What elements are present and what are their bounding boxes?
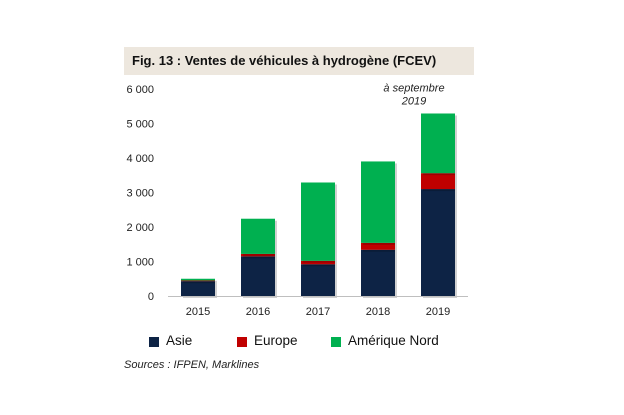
legend-swatch bbox=[149, 337, 159, 347]
x-tick-label: 2019 bbox=[426, 306, 450, 318]
y-tick-label: 4 000 bbox=[126, 153, 154, 165]
bar-segment-asie-2017 bbox=[301, 264, 335, 296]
bar-shadow bbox=[183, 282, 217, 284]
title-bar: Fig. 13 : Ventes de véhicules à hydrogèn… bbox=[124, 47, 474, 75]
y-tick-label: 5 000 bbox=[126, 119, 154, 131]
chart-plot: 0 1 000 2 000 3 000 4 000 5 000 6 000 2015 2016… bbox=[126, 82, 468, 318]
bar-segment-asie-2016 bbox=[241, 256, 275, 296]
source-note: Sources : IFPEN, Marklines bbox=[124, 359, 260, 371]
legend-swatch bbox=[331, 337, 341, 347]
x-tick-label: 2015 bbox=[186, 306, 210, 318]
annotation-line: à septembre bbox=[383, 82, 444, 94]
bar-shadow bbox=[303, 262, 337, 267]
bar-segment-am-rique-nord-2016 bbox=[241, 218, 275, 254]
y-tick-label: 1 000 bbox=[126, 257, 154, 269]
bar-shadow bbox=[243, 255, 277, 259]
bar-segment-am-rique-nord-2015 bbox=[181, 278, 215, 281]
bar-segment-asie-2015 bbox=[181, 281, 215, 296]
legend-swatch bbox=[237, 337, 247, 347]
bar-segment-europe-2016 bbox=[241, 253, 275, 257]
x-tick-label: 2018 bbox=[366, 306, 390, 318]
bar-shadow bbox=[183, 280, 217, 283]
y-tick-label: 6 000 bbox=[126, 84, 154, 96]
bar-segment-europe-2015 bbox=[181, 280, 215, 282]
bar-segment-europe-2019 bbox=[421, 173, 455, 190]
y-tick-label: 2 000 bbox=[126, 222, 154, 234]
bar-segment-am-rique-nord-2019 bbox=[421, 113, 455, 174]
bar-segment-europe-2018 bbox=[361, 242, 395, 250]
bar-segment-europe-2017 bbox=[301, 260, 335, 265]
chart-title: Fig. 13 : Ventes de véhicules à hydrogèn… bbox=[132, 53, 437, 68]
x-tick-label: 2016 bbox=[246, 306, 270, 318]
x-tick-label: 2017 bbox=[306, 306, 330, 318]
bar-segment-asie-2019 bbox=[421, 189, 455, 296]
chart-legend: Asie Europe Amérique Nord bbox=[124, 331, 474, 353]
legend-label: Asie bbox=[166, 333, 193, 348]
legend-label: Amérique Nord bbox=[348, 333, 439, 348]
chart-figure: Fig. 13 : Ventes de véhicules à hydrogèn… bbox=[124, 47, 474, 357]
annotation-line: 2019 bbox=[401, 95, 426, 107]
y-tick-label: 0 bbox=[148, 291, 154, 303]
bar-segment-am-rique-nord-2017 bbox=[301, 182, 335, 261]
legend-label: Europe bbox=[254, 333, 298, 348]
bar-segment-asie-2018 bbox=[361, 249, 395, 296]
bar-segment-am-rique-nord-2018 bbox=[361, 161, 395, 243]
y-tick-label: 3 000 bbox=[126, 188, 154, 200]
